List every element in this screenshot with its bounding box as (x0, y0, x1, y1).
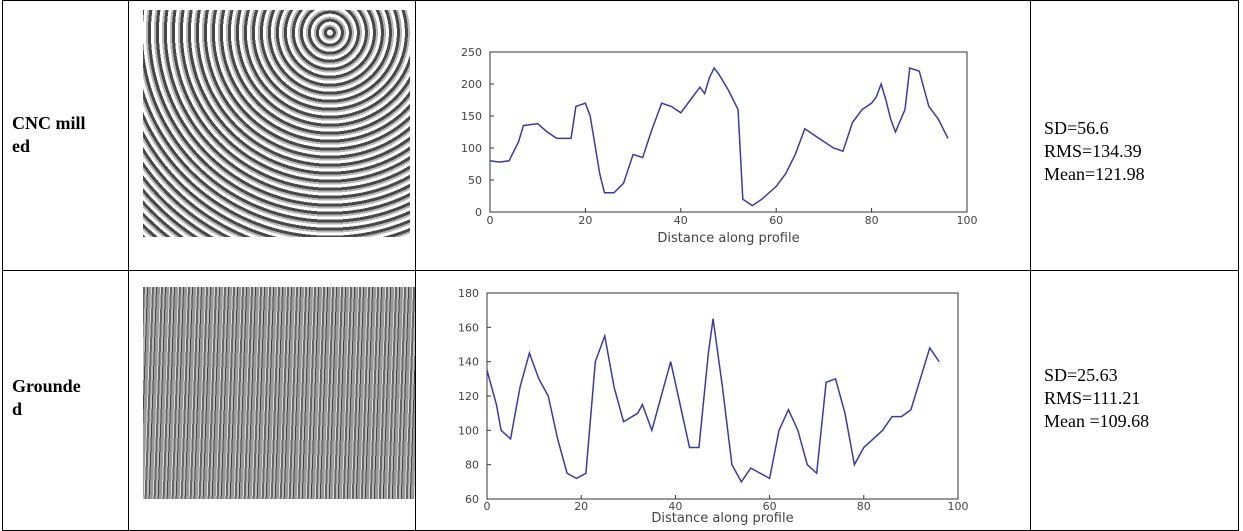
column-border (415, 0, 416, 531)
x-tick-label: 80 (857, 500, 871, 513)
x-tick-label: 100 (948, 500, 969, 513)
texture-image (143, 10, 410, 237)
stat: SD=25.63 (1044, 365, 1118, 385)
y-tick-label: 200 (461, 78, 482, 91)
x-tick-label: 0 (484, 500, 491, 513)
y-tick-label: 150 (461, 110, 482, 123)
column-border (1030, 0, 1031, 531)
row-label: CNC milled (12, 113, 86, 156)
x-tick-label: 100 (957, 214, 978, 227)
stat: Mean =109.68 (1044, 411, 1150, 431)
y-tick-label: 250 (461, 46, 482, 59)
column-border (128, 0, 129, 531)
x-tick-label: 0 (487, 214, 494, 227)
x-tick-label: 80 (865, 214, 879, 227)
column-border (1238, 0, 1239, 531)
y-tick-label: 140 (458, 356, 479, 369)
texture-image (143, 287, 415, 499)
stat: SD=56.6 (1044, 118, 1109, 138)
x-tick-label: 40 (668, 500, 682, 513)
stat: Mean=121.98 (1044, 164, 1145, 184)
row-label: Grounded (12, 376, 81, 419)
stats: SD=56.6 RMS=134.39 Mean=121.98 (1044, 117, 1145, 186)
y-tick-label: 50 (468, 174, 482, 187)
stats: SD=25.63 RMS=111.21 Mean =109.68 (1044, 364, 1149, 433)
x-tick-label: 20 (574, 500, 588, 513)
stat: RMS=111.21 (1044, 388, 1141, 408)
plot-frame (486, 292, 959, 500)
y-tick-label: 80 (465, 459, 479, 472)
plot-frame (489, 51, 968, 213)
row-border (2, 270, 1238, 271)
y-tick-label: 60 (465, 493, 479, 506)
y-tick-label: 160 (458, 321, 479, 334)
column-border (2, 0, 3, 531)
y-tick-label: 100 (458, 424, 479, 437)
x-tick-label: 20 (578, 214, 592, 227)
x-axis-label: Distance along profile (651, 511, 793, 526)
y-tick-label: 100 (461, 142, 482, 155)
chart: 0 50 100 150 200 250 0 20 40 60 80 100 Distance alon… (461, 46, 978, 246)
y-tick-label: 120 (458, 390, 479, 403)
stat: RMS=134.39 (1044, 141, 1142, 161)
profile-line (486, 318, 940, 484)
y-tick-label: 0 (475, 206, 482, 219)
profile-line (489, 66, 949, 207)
table-border (2, 0, 1238, 1)
x-tick-label: 60 (763, 500, 777, 513)
y-tick-label: 180 (458, 287, 479, 300)
x-axis-label: Distance along profile (657, 231, 799, 246)
chart: 60 80 100 120 140 160 180 0 20 40 60 80 100 Distance … (458, 287, 969, 526)
x-tick-label: 40 (674, 214, 688, 227)
x-tick-label: 60 (769, 214, 783, 227)
